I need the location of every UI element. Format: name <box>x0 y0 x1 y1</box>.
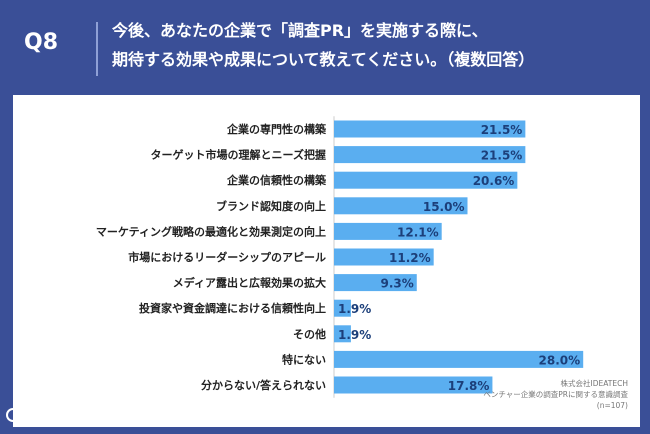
category-label: ブランド認知度の向上 <box>216 199 326 213</box>
value-label: 1.9% <box>338 328 371 342</box>
bar <box>334 146 526 164</box>
category-label: 市場におけるリーダーシップのアピール <box>128 250 326 264</box>
category-label: 投資家や資金調達における信頼性向上 <box>139 301 326 315</box>
bar <box>334 299 351 317</box>
header-divider <box>96 22 98 76</box>
bar <box>334 274 417 292</box>
header: Q8 今後、あなたの企業で「調査PR」を実施する際に、 期待する効果や成果につい… <box>0 0 650 96</box>
category-label: 企業の信頼性の構築 <box>226 173 327 187</box>
chart-panel: 企業の専門性の構築 21.5% ターゲット市場の理解とニーズ把握 21.5% 企業の信頼… <box>13 95 640 427</box>
value-label: 21.5% <box>481 149 523 163</box>
bar <box>334 325 351 343</box>
category-label: 分からない/答えられない <box>201 378 326 392</box>
source-company: 株式会社IDEATECH <box>560 379 628 388</box>
bar <box>334 248 434 266</box>
bar <box>334 171 518 189</box>
value-label: 15.0% <box>423 200 465 214</box>
bar <box>334 222 442 240</box>
value-label: 11.2% <box>389 251 431 265</box>
question-number: Q8 <box>24 30 59 55</box>
value-label: 28.0% <box>539 353 581 367</box>
bar <box>334 350 584 368</box>
bar-chart: 企業の専門性の構築 21.5% ターゲット市場の理解とニーズ把握 21.5% 企業の信頼… <box>96 116 584 398</box>
value-label: 17.8% <box>448 379 490 393</box>
bar <box>334 376 493 394</box>
category-label: その他 <box>293 327 326 341</box>
category-label: メディア露出と広報効果の拡大 <box>173 276 326 290</box>
category-label: ターゲット市場の理解とニーズ把握 <box>151 148 326 162</box>
brand-logo: リサピー <box>6 404 80 426</box>
category-label: 特にない <box>282 352 326 366</box>
value-label: 12.1% <box>397 225 439 239</box>
category-label: マーケティング戦略の最適化と効果測定の向上 <box>96 224 326 238</box>
source-note: 株式会社IDEATECH ベンチャー企業の調査PRに関する意識調査 (n=107… <box>483 378 628 411</box>
bar <box>334 197 468 215</box>
question-title: 今後、あなたの企業で「調査PR」を実施する際に、 期待する効果や成果について教え… <box>112 21 535 69</box>
value-label: 9.3% <box>380 277 413 291</box>
brand-logo-text: リサピー <box>24 408 80 424</box>
bar <box>334 120 526 138</box>
value-label: 20.6% <box>473 174 515 188</box>
magnifier-icon <box>6 408 20 422</box>
value-label: 21.5% <box>481 123 523 137</box>
value-label: 1.9% <box>338 302 371 316</box>
category-label: 企業の専門性の構築 <box>226 122 327 136</box>
source-sample: (n=107) <box>596 401 628 410</box>
source-survey: ベンチャー企業の調査PRに関する意識調査 <box>483 390 628 399</box>
